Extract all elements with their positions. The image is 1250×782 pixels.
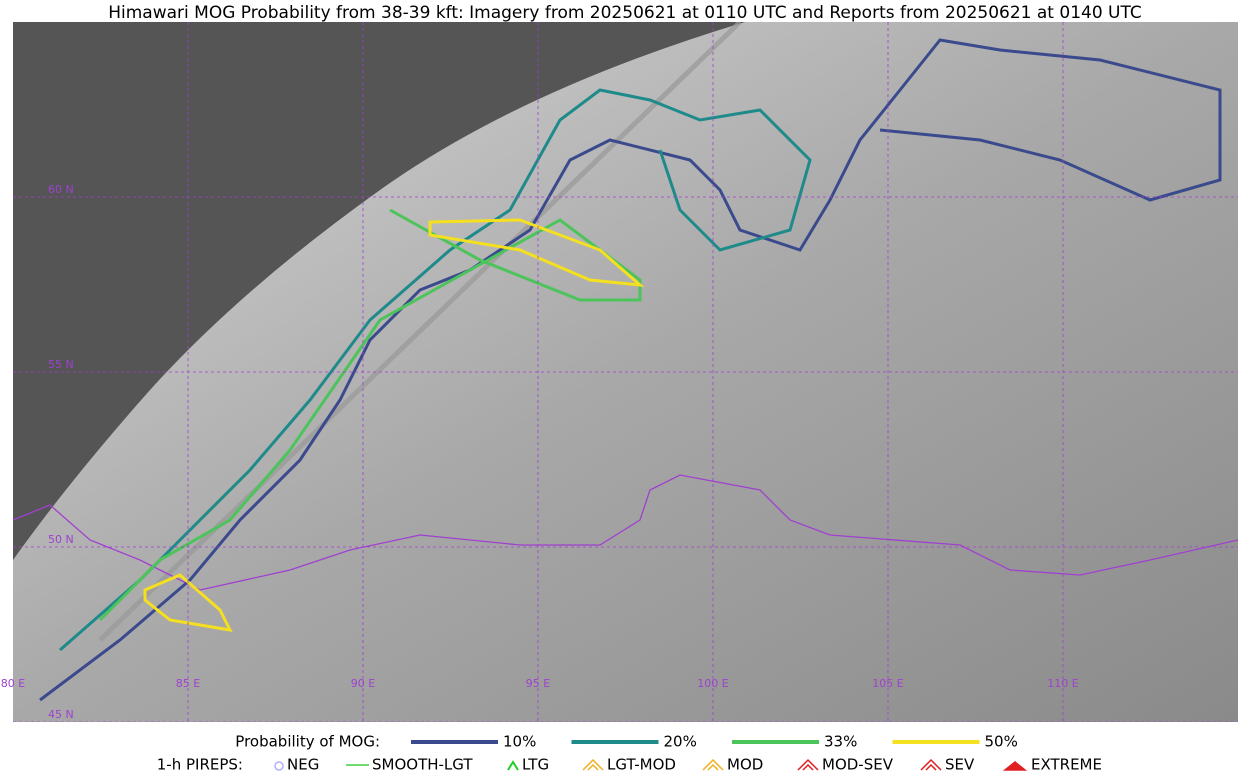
legend-label: LGT-MOD xyxy=(607,756,676,774)
orbit-swath xyxy=(98,22,742,642)
map xyxy=(13,22,1238,722)
lon-label: 80 E xyxy=(1,677,25,690)
pirep-icon xyxy=(582,758,604,771)
lon-label: 90 E xyxy=(351,677,375,690)
lon-label: 105 E xyxy=(872,677,903,690)
legend-label: NEG xyxy=(287,756,319,774)
legend-label: 33% xyxy=(824,733,857,751)
legend-label: MOD xyxy=(727,756,763,774)
legend-label: EXTREME xyxy=(1031,756,1102,774)
legend-title: Probability of MOG: xyxy=(235,733,380,751)
legend-label: MOD-SEV xyxy=(822,756,894,774)
border xyxy=(13,474,1238,591)
graticule xyxy=(13,22,1238,722)
pirep-icon xyxy=(920,758,942,771)
legend-label: LTG xyxy=(522,756,549,774)
space-limb xyxy=(13,22,745,560)
contours xyxy=(39,38,1222,702)
lat-label: 50 N xyxy=(48,533,74,546)
lon-label: 95 E xyxy=(526,677,550,690)
legend-label: 20% xyxy=(664,733,697,751)
graticule-labels: 80 E 85 E 90 E 95 E 100 E 105 E 110 E 60 N 55 N 5… xyxy=(1,183,1079,721)
lon-label: 100 E xyxy=(697,677,728,690)
pirep-icon xyxy=(702,758,724,771)
lon-label: 110 E xyxy=(1047,677,1078,690)
pirep-icon xyxy=(1002,761,1028,771)
title: Himawari MOG Probability from 38-39 kft:… xyxy=(108,3,1142,23)
pirep-icon xyxy=(797,758,819,771)
pirep-icon xyxy=(274,761,284,771)
lon-label: 85 E xyxy=(176,677,200,690)
legend-label: 10% xyxy=(503,733,536,751)
legend: Probability of MOG: 10% 20% 33% 50% 1-h PIREP… xyxy=(157,733,1102,774)
legend-label: 50% xyxy=(985,733,1018,751)
pirep-icon xyxy=(507,760,519,771)
lat-label: 60 N xyxy=(48,183,74,196)
legend-label: SEV xyxy=(945,756,975,774)
legend-title: 1-h PIREPS: xyxy=(157,756,243,774)
lat-label: 45 N xyxy=(48,708,74,721)
lat-label: 55 N xyxy=(48,358,74,371)
legend-label: SMOOTH-LGT xyxy=(372,756,473,774)
